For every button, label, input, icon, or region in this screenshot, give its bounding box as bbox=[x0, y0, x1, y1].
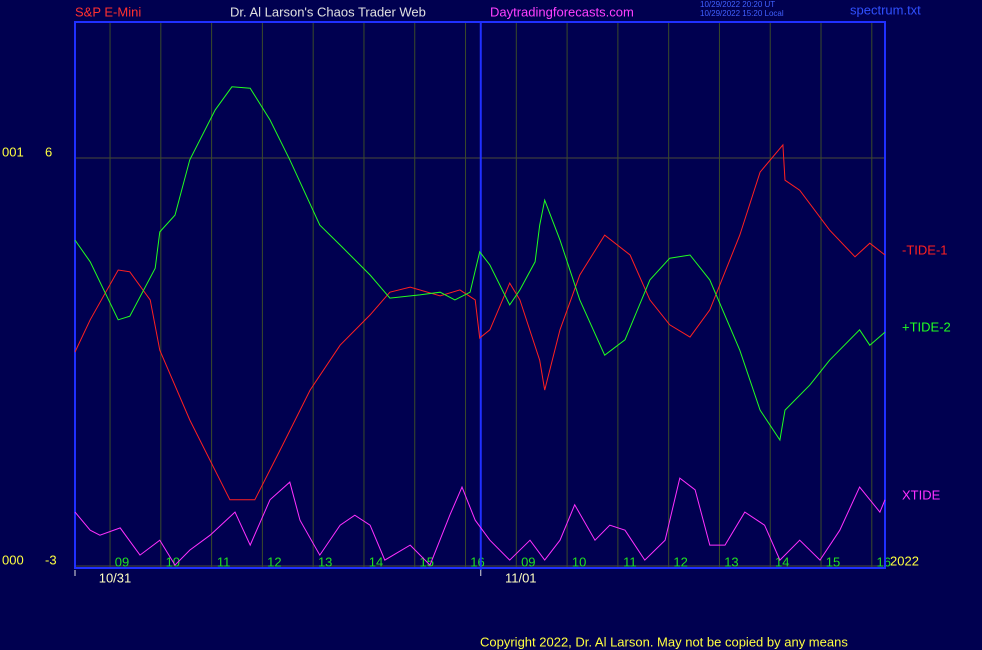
x-tick-label: 11 bbox=[217, 554, 231, 569]
x-tick-label: 16 bbox=[877, 554, 891, 569]
x-tick-label: 12 bbox=[267, 554, 281, 569]
instrument: S&P E-Mini bbox=[75, 4, 141, 19]
x-tick-label: 13 bbox=[724, 554, 738, 569]
x-tick-label: 09 bbox=[115, 554, 129, 569]
y-tick-label: -3 bbox=[45, 552, 57, 567]
chart-title: Dr. Al Larson's Chaos Trader Web bbox=[230, 4, 426, 19]
x-tick-label: 12 bbox=[673, 554, 687, 569]
x-tick-label: 14 bbox=[369, 554, 383, 569]
year: 2022 bbox=[890, 553, 919, 568]
timestamp: 10/29/2022 20:20 UT bbox=[700, 0, 775, 9]
x-tick-label: 09 bbox=[521, 554, 535, 569]
series-label: +TIDE-2 bbox=[902, 320, 951, 335]
axis-code: 001 bbox=[2, 144, 24, 159]
series-line bbox=[74, 477, 886, 566]
file-name: spectrum.txt bbox=[850, 2, 921, 17]
copyright: Copyright 2022, Dr. Al Larson. May not b… bbox=[480, 634, 848, 649]
x-tick-label: 15 bbox=[826, 554, 840, 569]
timestamp: 10/29/2022 15:20 Local bbox=[700, 9, 784, 18]
series-label: XTIDE bbox=[902, 487, 941, 502]
website: Daytradingforecasts.com bbox=[490, 4, 634, 19]
date-label: 11/01 bbox=[505, 570, 537, 585]
y-tick-label: 6 bbox=[45, 144, 52, 159]
series-line bbox=[74, 86, 886, 442]
plot-border bbox=[74, 21, 886, 569]
x-tick-label: 11 bbox=[623, 554, 637, 569]
x-tick-label: 13 bbox=[318, 554, 332, 569]
series-line bbox=[74, 143, 886, 501]
x-tick-label: 10 bbox=[572, 554, 586, 569]
series-label: -TIDE-1 bbox=[902, 242, 948, 257]
date-label: 10/31 bbox=[99, 570, 132, 585]
axis-code: 000 bbox=[2, 552, 24, 567]
